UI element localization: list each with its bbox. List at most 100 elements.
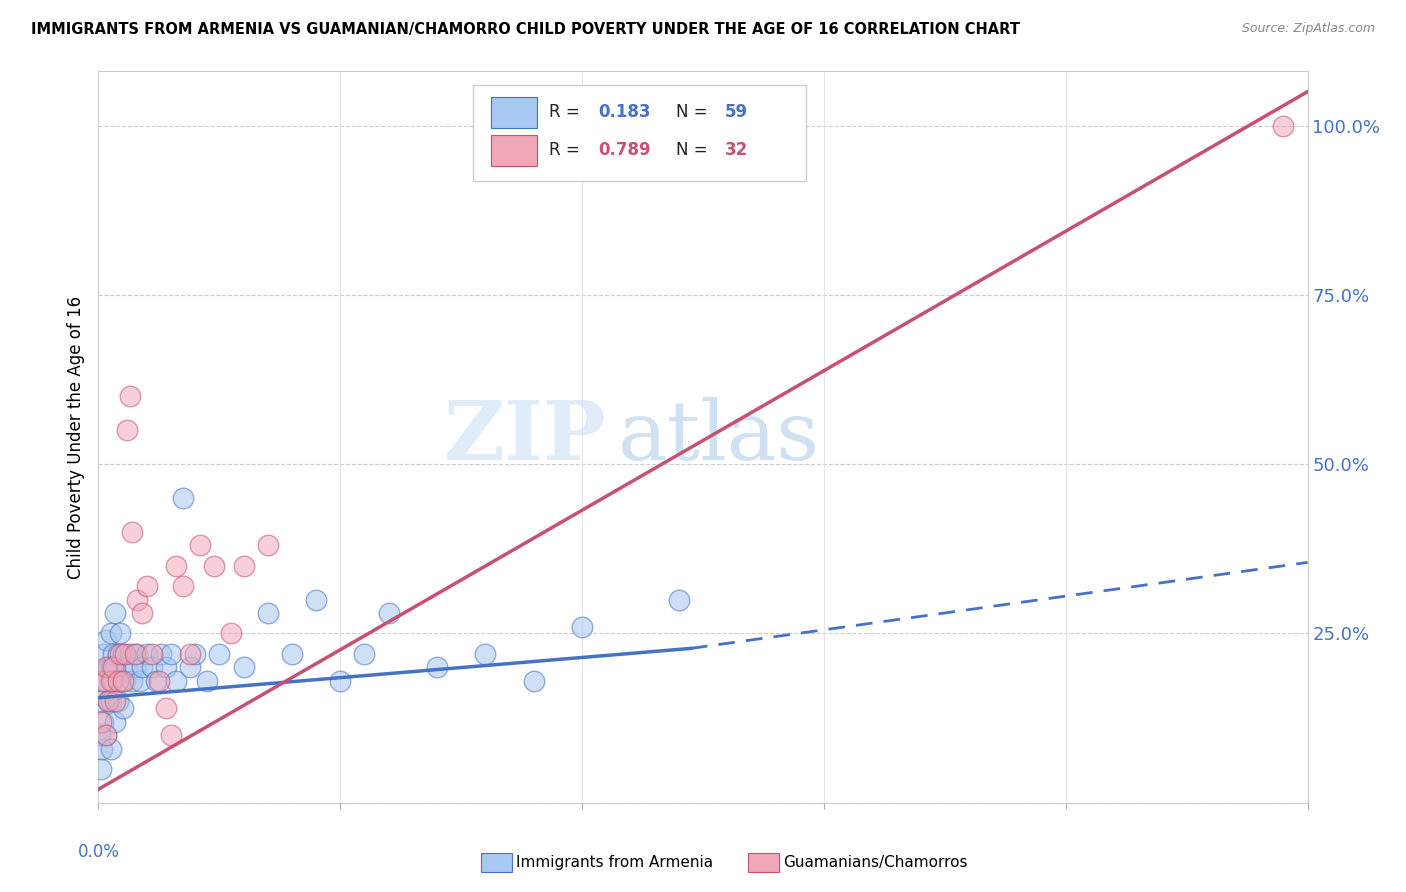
- Point: [221, 626, 243, 640]
- Text: R =: R =: [550, 141, 585, 160]
- Point: [124, 660, 146, 674]
- Text: 59: 59: [724, 103, 748, 121]
- Point: [111, 701, 134, 715]
- Point: [353, 647, 375, 661]
- Point: [165, 673, 187, 688]
- Point: [281, 647, 304, 661]
- Point: [91, 741, 114, 756]
- Point: [104, 694, 127, 708]
- Point: [135, 579, 157, 593]
- Point: [91, 673, 114, 688]
- Point: [668, 592, 690, 607]
- Point: [204, 558, 226, 573]
- Point: [256, 606, 278, 620]
- Point: [329, 673, 352, 688]
- Point: [94, 660, 117, 674]
- Point: [94, 633, 117, 648]
- Point: [184, 647, 207, 661]
- Point: [107, 647, 129, 661]
- Point: [107, 694, 129, 708]
- Text: Immigrants from Armenia: Immigrants from Armenia: [516, 855, 713, 870]
- Point: [108, 673, 131, 688]
- Point: [117, 423, 139, 437]
- Text: Source: ZipAtlas.com: Source: ZipAtlas.com: [1241, 22, 1375, 36]
- Point: [127, 647, 149, 661]
- FancyBboxPatch shape: [474, 85, 806, 181]
- Point: [100, 626, 122, 640]
- Point: [141, 660, 163, 674]
- Point: [90, 694, 112, 708]
- Point: [91, 673, 114, 688]
- Point: [208, 647, 231, 661]
- Point: [121, 673, 143, 688]
- Bar: [492, 97, 537, 128]
- Point: [107, 673, 129, 688]
- Point: [256, 538, 278, 552]
- Point: [179, 660, 201, 674]
- Point: [1272, 119, 1295, 133]
- Point: [97, 660, 120, 674]
- Point: [94, 728, 117, 742]
- Point: [155, 701, 177, 715]
- Point: [101, 647, 124, 661]
- Point: [104, 714, 127, 729]
- Point: [523, 673, 546, 688]
- Point: [232, 660, 254, 674]
- Point: [124, 647, 146, 661]
- Point: [94, 728, 117, 742]
- Point: [108, 647, 131, 661]
- Point: [108, 626, 131, 640]
- Point: [145, 673, 167, 688]
- Point: [165, 558, 187, 573]
- Point: [101, 660, 124, 674]
- Point: [172, 579, 194, 593]
- Point: [160, 728, 183, 742]
- Text: 0.183: 0.183: [598, 103, 651, 121]
- Point: [135, 647, 157, 661]
- Point: [114, 647, 136, 661]
- Point: [232, 558, 254, 573]
- Point: [172, 491, 194, 505]
- Point: [571, 620, 593, 634]
- Point: [121, 524, 143, 539]
- Point: [127, 592, 149, 607]
- Point: [91, 714, 114, 729]
- Point: [100, 694, 122, 708]
- Text: Guamanians/Chamorros: Guamanians/Chamorros: [783, 855, 967, 870]
- Text: ZIP: ZIP: [444, 397, 606, 477]
- Point: [97, 694, 120, 708]
- Point: [111, 647, 134, 661]
- Point: [188, 538, 211, 552]
- Bar: [492, 135, 537, 166]
- Point: [104, 660, 127, 674]
- Point: [160, 647, 183, 661]
- Point: [90, 714, 112, 729]
- Point: [101, 673, 124, 688]
- Text: R =: R =: [550, 103, 585, 121]
- Point: [89, 728, 111, 742]
- Point: [128, 673, 150, 688]
- Point: [131, 606, 153, 620]
- Text: N =: N =: [676, 103, 713, 121]
- Text: N =: N =: [676, 141, 713, 160]
- Point: [117, 660, 139, 674]
- Point: [100, 660, 122, 674]
- Point: [118, 389, 141, 403]
- Point: [141, 647, 163, 661]
- Text: atlas: atlas: [619, 397, 821, 477]
- Point: [118, 647, 141, 661]
- Point: [97, 694, 120, 708]
- Point: [91, 647, 114, 661]
- Point: [114, 673, 136, 688]
- Point: [131, 660, 153, 674]
- Point: [150, 647, 173, 661]
- Point: [426, 660, 449, 674]
- Point: [474, 647, 496, 661]
- Point: [94, 673, 117, 688]
- Point: [155, 660, 177, 674]
- Point: [377, 606, 399, 620]
- Y-axis label: Child Poverty Under the Age of 16: Child Poverty Under the Age of 16: [66, 295, 84, 579]
- Text: IMMIGRANTS FROM ARMENIA VS GUAMANIAN/CHAMORRO CHILD POVERTY UNDER THE AGE OF 16 : IMMIGRANTS FROM ARMENIA VS GUAMANIAN/CHA…: [31, 22, 1019, 37]
- Text: 0.0%: 0.0%: [77, 843, 120, 861]
- Point: [148, 673, 170, 688]
